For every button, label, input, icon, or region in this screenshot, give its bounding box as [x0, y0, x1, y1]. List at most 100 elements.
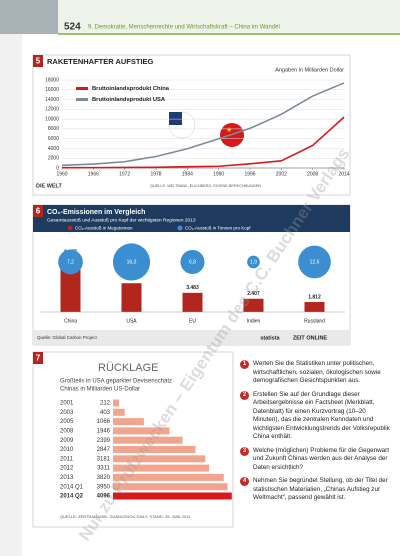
- task: 4 Nehmen Sie begründet Stellung, ob der T…: [240, 477, 392, 503]
- chapter-title: 9. Demokratie, Menschenrechte und Wirtsc…: [88, 25, 280, 31]
- source-band: [33, 330, 350, 345]
- bar: [113, 446, 196, 453]
- bubble: [247, 255, 260, 269]
- x-tick-label: EU: [189, 318, 196, 324]
- chart-subtitle: Gesamtausstoß und Ausstoß pro Kopf der w…: [47, 217, 196, 223]
- flag-usa-canton: [169, 112, 182, 125]
- y-tick-label: 6000: [48, 136, 59, 142]
- y-tick-label: 2000: [48, 156, 59, 162]
- value-label: 4096: [97, 494, 111, 500]
- task-text: Nehmen Sie begründet Stellung, ob der Ti…: [253, 477, 388, 501]
- y-tick-label: 14000: [45, 97, 59, 103]
- bar: [121, 283, 142, 312]
- value-label: 3311: [97, 466, 111, 472]
- bar: [113, 427, 170, 435]
- bubble: [58, 249, 83, 275]
- bar: [113, 483, 228, 491]
- y-tick-label: 8000: [48, 126, 59, 132]
- header-photo: [0, 0, 58, 34]
- publisher: DIE WELT: [36, 183, 63, 189]
- category-label: 2013: [60, 475, 74, 481]
- task-number: 3: [240, 446, 249, 456]
- chart-subtitle: Großteils in USA geparkter Devisenschatz: [60, 379, 172, 385]
- y-tick-label: 18000: [45, 77, 59, 83]
- bar: [113, 436, 183, 444]
- task-number: 1: [240, 360, 249, 369]
- y-tick-label: 0: [56, 165, 59, 171]
- section-number: 5: [36, 57, 41, 66]
- task: 1 Werten Sie die Statistiken unter politi…: [240, 360, 392, 386]
- x-tick-label: 2008: [307, 171, 318, 177]
- task-text: Erstellen Sie auf der Grundlage dieser A…: [253, 390, 390, 441]
- category-label: 2001: [60, 401, 74, 407]
- logo: ZEIT ONLINE: [293, 335, 328, 341]
- header-band: [0, 0, 400, 34]
- section-number: 6: [36, 207, 41, 216]
- chart-title: CO₂-Emissionen im Vergleich: [47, 209, 145, 216]
- task-number: 4: [240, 477, 249, 486]
- bar: [243, 298, 264, 312]
- y-tick-label: 12000: [45, 107, 59, 113]
- category-label: 2003: [60, 410, 74, 416]
- line-series: [61, 116, 345, 169]
- chart-header: [33, 205, 350, 232]
- x-tick-label: Russland: [304, 318, 325, 324]
- value-label: 403: [100, 410, 111, 416]
- value-label: 1946: [97, 428, 111, 434]
- y-tick-label: 4000: [48, 146, 59, 152]
- bar: [113, 399, 120, 407]
- value-label: 6,8: [189, 259, 196, 265]
- x-tick-label: USA: [126, 318, 137, 324]
- section-number: 7: [36, 354, 41, 363]
- bar: [304, 302, 325, 312]
- x-tick-label: 2014: [338, 171, 349, 177]
- category-label: 2014 Q1: [60, 484, 84, 490]
- x-tick-label: Indien: [247, 318, 261, 324]
- margin: [0, 34, 22, 556]
- category-label: 2008: [60, 428, 74, 434]
- y-tick-label: 16000: [45, 87, 59, 93]
- source: Quelle: Global Carbon Project: [37, 335, 98, 340]
- x-tick-label: 1984: [182, 171, 193, 177]
- category-label: 2010: [60, 447, 74, 453]
- x-tick-label: 1966: [88, 171, 99, 177]
- value-label: 16,3: [127, 259, 137, 265]
- bubble: [180, 250, 205, 274]
- bar: [113, 455, 206, 463]
- legend-label: Bruttoinlandsprodukt China: [92, 86, 170, 92]
- x-tick-label: 1972: [119, 171, 130, 177]
- bubble: [298, 245, 331, 279]
- value-label: 3820: [97, 475, 111, 481]
- y-tick-label: 10000: [45, 116, 59, 122]
- logo: statista: [260, 335, 280, 341]
- source: QUELLE: WELTBANK, EUCHBERG, EIGENE BEREC…: [150, 184, 261, 188]
- legend-label: CO₂-Ausstoß in Megatonnen: [75, 226, 133, 231]
- category-label: 2009: [60, 438, 74, 444]
- bar: [182, 292, 203, 312]
- x-tick-label: 1978: [150, 171, 161, 177]
- legend-swatch: [177, 225, 183, 231]
- bubble: [112, 243, 151, 281]
- value-label: 212: [100, 401, 111, 407]
- value-label: 1066: [97, 419, 111, 425]
- x-tick-label: China: [64, 318, 77, 324]
- chart-subtitle: Angaben in Milliarden Dollar: [275, 67, 344, 73]
- x-tick-label: 1996: [244, 171, 255, 177]
- section-badge: [33, 55, 43, 67]
- value-label: 2399: [97, 438, 111, 444]
- task-list: 1 Werten Sie die Statistiken unter politi…: [240, 360, 392, 508]
- page-number: 524: [64, 22, 81, 33]
- value-label: 1,9: [250, 259, 257, 265]
- bar: [113, 408, 125, 416]
- line-series: [61, 82, 345, 167]
- bar: [113, 473, 224, 481]
- value-label: 7,2: [67, 259, 74, 265]
- value-label: 2.407: [247, 291, 260, 297]
- bar: [113, 464, 210, 472]
- value-label: 3181: [97, 456, 111, 462]
- value-label: 3950: [97, 484, 111, 490]
- task-number: 2: [240, 390, 249, 400]
- legend-label: CO₂-Ausstoß in Tonnen pro Kopf: [185, 226, 251, 231]
